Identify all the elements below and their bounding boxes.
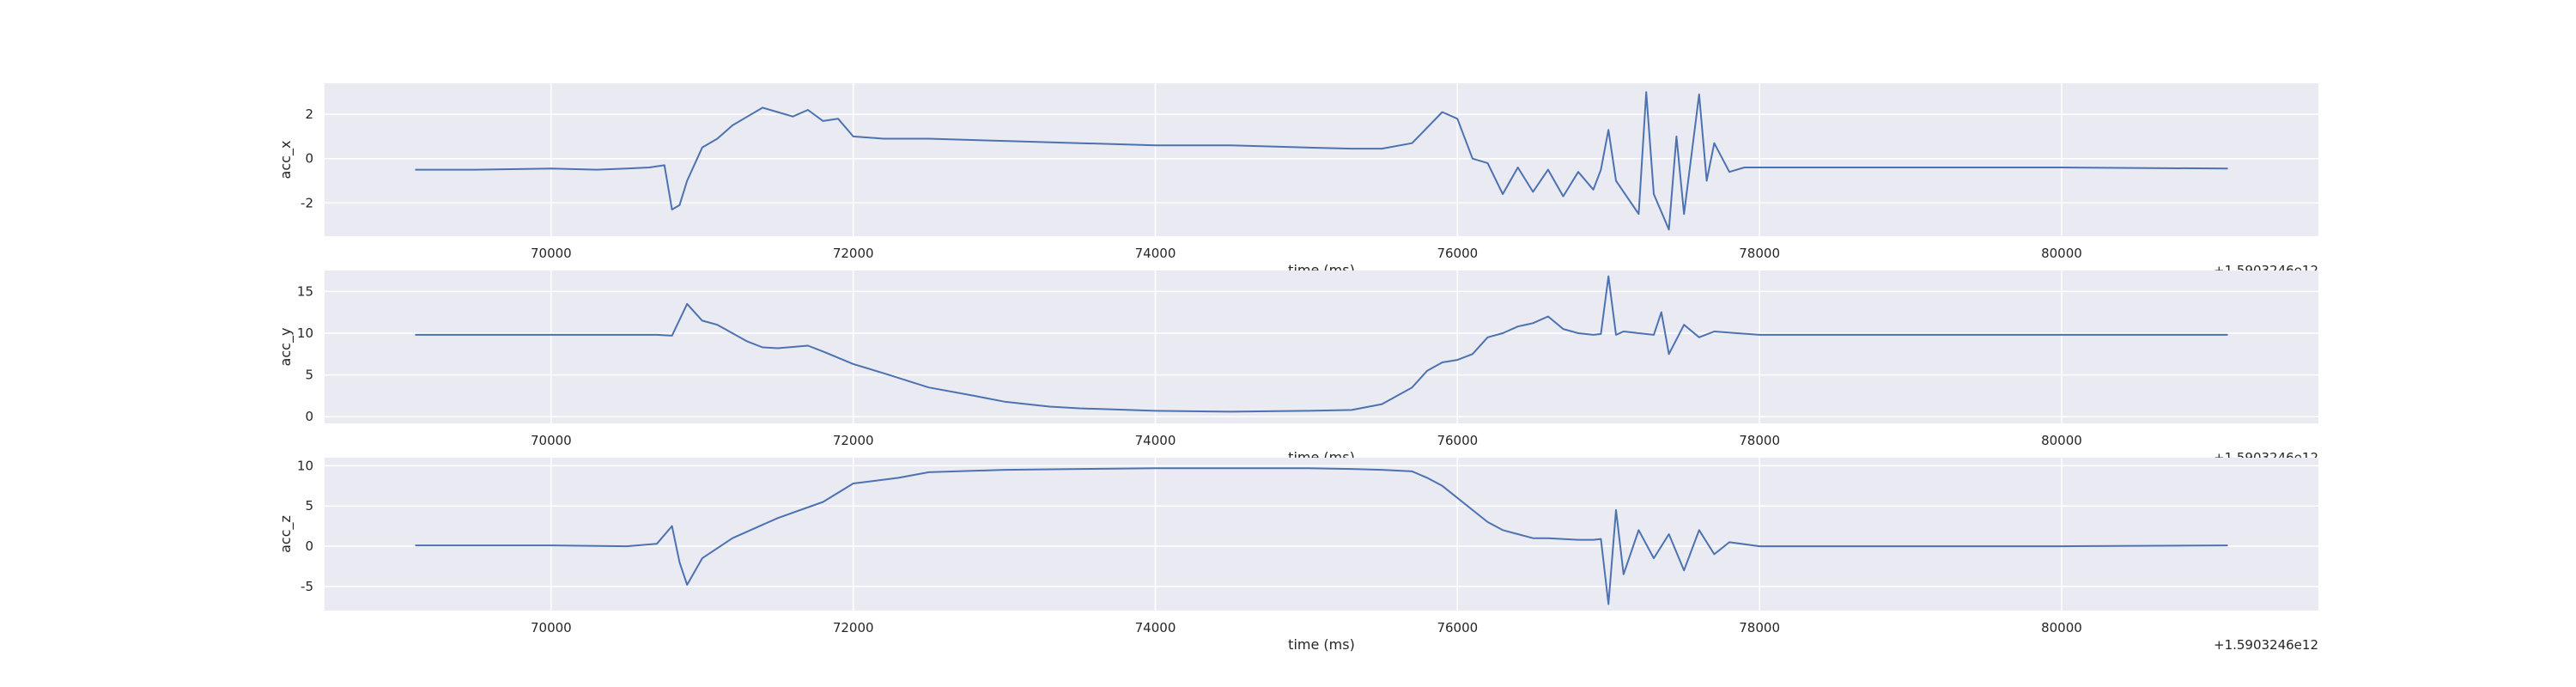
plot-area xyxy=(325,458,2318,611)
x-tick-label: 70000 xyxy=(531,620,572,635)
y-axis-label: acc_x xyxy=(277,141,295,179)
x-tick-label: 72000 xyxy=(833,433,874,448)
y-tick-label: 2 xyxy=(305,106,313,122)
y-tick-label: 10 xyxy=(297,325,313,341)
x-tick-label: 74000 xyxy=(1135,246,1176,261)
y-tick-label: -2 xyxy=(301,195,313,210)
y-tick-label: -5 xyxy=(301,579,313,594)
y-tick-label: 0 xyxy=(305,538,313,554)
x-tick-label: 76000 xyxy=(1437,246,1478,261)
y-tick-label: 5 xyxy=(305,368,313,383)
y-tick-label: 0 xyxy=(305,151,313,167)
x-tick-label: 74000 xyxy=(1135,433,1176,448)
x-offset-label: +1.5903246e12 xyxy=(2214,637,2318,653)
x-tick-label: 80000 xyxy=(2041,620,2082,635)
y-tick-label: 15 xyxy=(297,283,313,299)
plot-area xyxy=(325,271,2318,423)
x-axis-label: time (ms) xyxy=(1288,636,1355,653)
plot-area xyxy=(325,83,2318,236)
series-line-acc_x xyxy=(415,91,2228,231)
x-tick-label: 78000 xyxy=(1739,433,1780,448)
subplots: 70000 72000 74000 76000 78000 80000 -2 0 2 acc_xt… xyxy=(277,83,2318,653)
x-tick-label: 80000 xyxy=(2041,433,2082,448)
subplot-acc_x: 70000 72000 74000 76000 78000 80000-202acc_xt… xyxy=(277,83,2318,278)
y-tick-label: 10 xyxy=(297,458,313,473)
x-tick-label: 72000 xyxy=(833,246,874,261)
x-tick-label: 70000 xyxy=(531,246,572,261)
x-tick-label: 72000 xyxy=(833,620,874,635)
x-tick-label: 70000 xyxy=(531,433,572,448)
subplot-acc_y: 70000 72000 74000 76000 78000 80000 0 5 10 15 acc_… xyxy=(277,271,2318,465)
x-tick-label: 76000 xyxy=(1437,620,1478,635)
x-tick-label: 78000 xyxy=(1739,620,1780,635)
y-axis-label: acc_z xyxy=(277,515,295,553)
subplot-acc_z: 70000 72000 74000 76000 78000 80000 -5 0 5 10 acc_… xyxy=(277,458,2318,653)
series-line-acc_y xyxy=(415,275,2228,413)
x-tick-label: 78000 xyxy=(1739,246,1780,261)
x-tick-label: 80000 xyxy=(2041,246,2082,261)
x-tick-label: 76000 xyxy=(1437,433,1478,448)
x-tick-label: 74000 xyxy=(1135,620,1176,635)
y-tick-label: 0 xyxy=(305,409,313,424)
series-line-acc_z xyxy=(415,467,2228,605)
y-axis-label: acc_y xyxy=(277,328,295,367)
y-tick-label: 5 xyxy=(305,498,313,514)
